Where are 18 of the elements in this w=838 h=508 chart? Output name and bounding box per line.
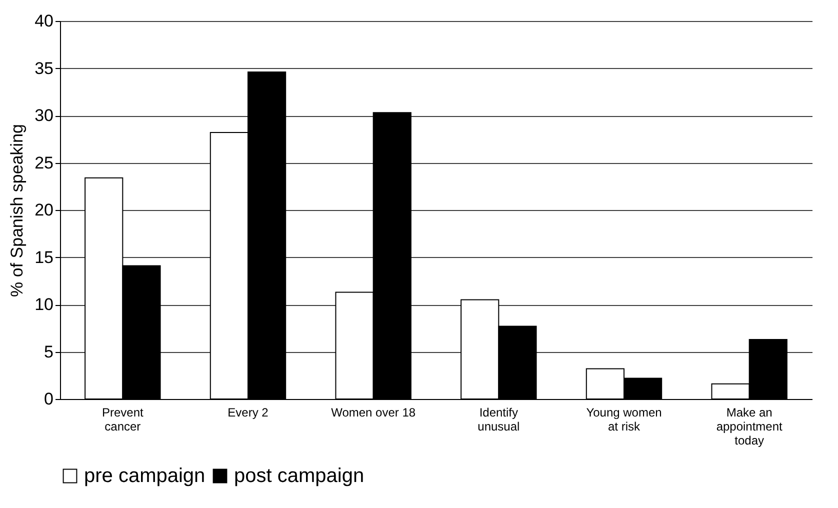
y-tick-label: 0 [44, 390, 54, 408]
y-tick-label: 25 [34, 153, 54, 172]
y-tick-label: 15 [34, 248, 54, 267]
y-tick-label: 10 [34, 295, 54, 314]
x-tick-label: Young women at risk [586, 406, 662, 434]
legend-label: pre campaign [84, 465, 206, 487]
y-tick-label: 35 [34, 58, 54, 78]
legend-label: post campaign [234, 465, 364, 487]
y-axis-title: % of Spanish speaking [8, 124, 27, 297]
y-tick-label: 5 [44, 342, 54, 362]
x-tick-label: Every 2 [228, 406, 269, 420]
x-tick-label: Make an appointment today [716, 406, 784, 448]
y-tick-label: 40 [34, 12, 54, 30]
y-tick-label: 30 [34, 106, 54, 125]
x-tick-label: Prevent cancer [102, 406, 144, 434]
x-tick-label: Identify unusual [478, 406, 520, 434]
y-tick-label: 20 [34, 200, 54, 220]
x-tick-label: Women over 18 [331, 406, 416, 420]
